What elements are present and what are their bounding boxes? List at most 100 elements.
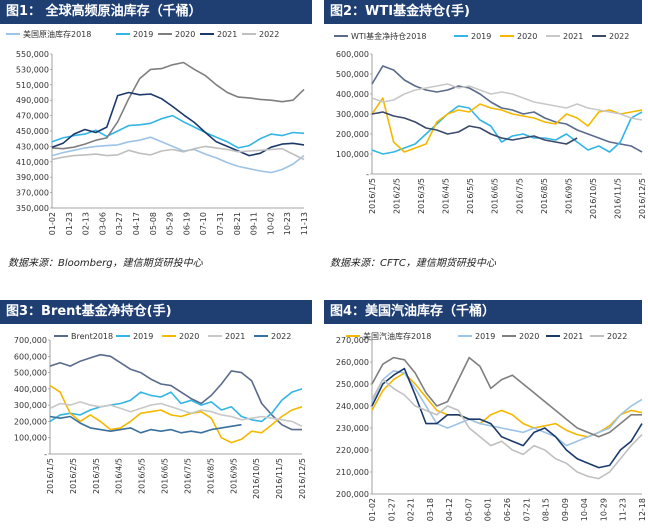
x-tick-label: 11-13 — [300, 212, 309, 235]
x-tick-label: 2016/11/5 — [613, 178, 622, 219]
y-tick-label: 260,000 — [336, 358, 369, 367]
x-tick-label: 2016/2/5 — [69, 458, 78, 494]
x-tick-label: 01-02 — [368, 498, 377, 521]
y-tick-label: 500,000 — [336, 70, 369, 79]
chart-title-4: 图4：美国汽油库存（千桶） — [324, 300, 642, 324]
x-tick-label: 09-11 — [250, 212, 259, 235]
chart-panel-2: 图2：WTI基金持仓(手) - 100,000 200,000 300,000 400,… — [324, 0, 648, 270]
x-tick-label: 2016/9/5 — [229, 458, 238, 494]
x-tick-label: 2016/4/5 — [442, 178, 451, 214]
legend-label: 2020 — [519, 332, 539, 341]
series-line-1 — [371, 372, 643, 438]
x-tick-label: 03-06 — [98, 212, 107, 235]
x-tick-label: 2016/2/5 — [393, 178, 402, 214]
series-line-4 — [371, 367, 643, 469]
legend-label: 2019 — [133, 30, 153, 39]
y-tick-label: 300,000 — [14, 401, 47, 410]
y-tick-label: 240,000 — [336, 402, 369, 411]
chart-source-2: 数据来源：CFTC，建信期货研投中心 — [330, 258, 496, 269]
x-tick-label: 06-26 — [503, 498, 512, 521]
legend-label: 2021 — [563, 332, 583, 341]
y-tick-label: 430,000 — [16, 142, 49, 151]
x-tick-label: 10-02 — [266, 212, 275, 235]
y-tick-label: 600,000 — [14, 352, 47, 361]
chart-panel-1: 图1： 全球高频原油库存（千桶） 350,000 370,000 390,000 41… — [0, 0, 312, 270]
legend-label: 美国原油库存2018 — [23, 29, 91, 39]
chart-source-1: 数据来源：Bloomberg，建信期货研投中心 — [8, 258, 203, 269]
y-tick-label: 210,000 — [336, 468, 369, 477]
series-line-3 — [371, 356, 642, 438]
y-tick-label: 530,000 — [16, 65, 49, 74]
x-tick-label: 2016/8/5 — [540, 178, 549, 214]
series-line-2 — [371, 369, 643, 447]
x-tick-label: 08-15 — [542, 498, 551, 521]
series-line-3 — [371, 97, 643, 153]
x-tick-label: 10-04 — [580, 498, 589, 521]
series-line-4 — [49, 401, 303, 428]
y-tick-label: 300,000 — [336, 110, 369, 119]
legend-label: WTI基金净持仓2018 — [351, 31, 427, 41]
series-line-3 — [51, 61, 305, 150]
chart-title-2: 图2：WTI基金持仓(手) — [324, 0, 642, 24]
y-tick-label: 400,000 — [336, 90, 369, 99]
x-tick-label: 07-31 — [216, 212, 225, 235]
y-tick-label: 370,000 — [16, 189, 49, 198]
series-line-4 — [371, 83, 643, 121]
x-tick-label: 04-12 — [445, 498, 454, 521]
series-line-2 — [371, 105, 643, 155]
x-tick-label: 2016/9/5 — [564, 178, 573, 214]
x-tick-label: 07-10 — [199, 212, 208, 235]
series-line-1 — [51, 136, 305, 174]
y-tick-label: 510,000 — [16, 81, 49, 90]
series-line-1 — [371, 65, 643, 153]
y-tick-label: 220,000 — [336, 446, 369, 455]
x-tick-label: 02-13 — [82, 212, 91, 235]
series-line-5 — [371, 111, 578, 145]
y-tick-label: 200,000 — [14, 417, 47, 426]
x-tick-label: 03-18 — [426, 498, 435, 521]
x-tick-label: 2016/6/5 — [491, 178, 500, 214]
x-tick-label: 2016/12/5 — [298, 458, 307, 499]
series-line-5 — [51, 145, 305, 161]
series-line-3 — [49, 384, 303, 444]
x-tick-label: 01-27 — [387, 498, 396, 521]
x-tick-label: 2016/5/5 — [466, 178, 475, 214]
series-line-5 — [49, 415, 242, 434]
legend-label: 2019 — [475, 332, 495, 341]
legend-label: 2021 — [563, 32, 583, 41]
chart-title-1: 图1： 全球高频原油库存（千桶） — [0, 0, 312, 24]
y-tick-label: 100,000 — [336, 150, 369, 159]
x-tick-label: 2016/3/5 — [417, 178, 426, 214]
x-tick-label: 2016/5/5 — [138, 458, 147, 494]
y-tick-label: 400,000 — [14, 385, 47, 394]
legend-label: 2020 — [175, 30, 195, 39]
series-line-5 — [371, 378, 643, 480]
chart-svg-3: - 100,000 200,000 300,000 400,000 500,000 600,… — [14, 332, 307, 499]
x-tick-label: 2016/10/5 — [252, 458, 261, 499]
chart-svg-1: 350,000 370,000 390,000 410,000 430,000 450,0… — [6, 29, 309, 235]
x-tick-label: 2016/1/5 — [368, 178, 377, 214]
y-tick-label: 470,000 — [16, 112, 49, 121]
y-tick-label: 600,000 — [336, 50, 369, 59]
x-tick-label: 2016/6/5 — [161, 458, 170, 494]
x-tick-label: 11-23 — [619, 498, 628, 521]
chart-svg-2: - 100,000 200,000 300,000 400,000 500,000 600,… — [334, 31, 647, 219]
x-tick-label: 08-21 — [233, 212, 242, 235]
y-tick-label: 450,000 — [16, 127, 49, 136]
chart-panel-4: 图4：美国汽油库存（千桶） 200,000 210,000 220,000 230,0… — [324, 300, 648, 530]
x-tick-label: 2016/12/5 — [638, 178, 647, 219]
x-tick-label: 04-17 — [132, 212, 141, 235]
x-tick-label: 2016/4/5 — [115, 458, 124, 494]
legend-label: 2020 — [517, 32, 537, 41]
x-tick-label: 06-19 — [182, 212, 191, 235]
legend-label: 2022 — [259, 30, 279, 39]
x-tick-label: 2016/8/5 — [206, 458, 215, 494]
chart-svg-4: 200,000 210,000 220,000 230,000 240,000 250,0… — [336, 331, 647, 521]
x-tick-label: 06-01 — [484, 498, 493, 521]
x-tick-label: 12-18 — [638, 498, 647, 521]
x-tick-label: 02-21 — [407, 498, 416, 521]
legend-label: 2021 — [217, 30, 237, 39]
y-tick-label: 700,000 — [14, 336, 47, 345]
y-tick-label: 350,000 — [16, 204, 49, 213]
x-tick-label: 2016/7/5 — [183, 458, 192, 494]
